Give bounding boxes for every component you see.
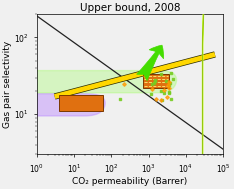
Point — [164, 79, 168, 82]
Point — [152, 82, 156, 85]
Point — [168, 91, 171, 94]
Point — [118, 98, 122, 101]
Point — [154, 97, 158, 100]
Y-axis label: Gas pair selectivity: Gas pair selectivity — [4, 41, 12, 128]
Ellipse shape — [190, 0, 209, 189]
Point — [153, 79, 157, 82]
Point — [166, 83, 170, 86]
Point — [162, 89, 166, 92]
Point — [169, 97, 173, 100]
Point — [167, 81, 171, 84]
Title: Upper bound, 2008: Upper bound, 2008 — [80, 3, 180, 13]
Point — [153, 79, 157, 82]
Ellipse shape — [0, 94, 105, 116]
Point — [171, 77, 175, 80]
FancyBboxPatch shape — [59, 95, 103, 111]
Point — [168, 83, 171, 86]
Point — [169, 71, 173, 74]
FancyBboxPatch shape — [143, 74, 169, 88]
Point — [162, 91, 166, 94]
Point — [161, 99, 164, 102]
Point — [165, 95, 168, 98]
X-axis label: CO₂ permeability (Barrer): CO₂ permeability (Barrer) — [72, 177, 188, 186]
Point — [167, 91, 171, 94]
Point — [149, 93, 153, 96]
Point — [143, 74, 147, 77]
Point — [159, 73, 163, 76]
Point — [168, 82, 172, 85]
Point — [122, 82, 126, 85]
Point — [159, 90, 162, 93]
Point — [150, 82, 154, 85]
Point — [167, 87, 170, 90]
Ellipse shape — [0, 70, 176, 93]
Point — [159, 99, 163, 102]
Point — [150, 88, 154, 91]
